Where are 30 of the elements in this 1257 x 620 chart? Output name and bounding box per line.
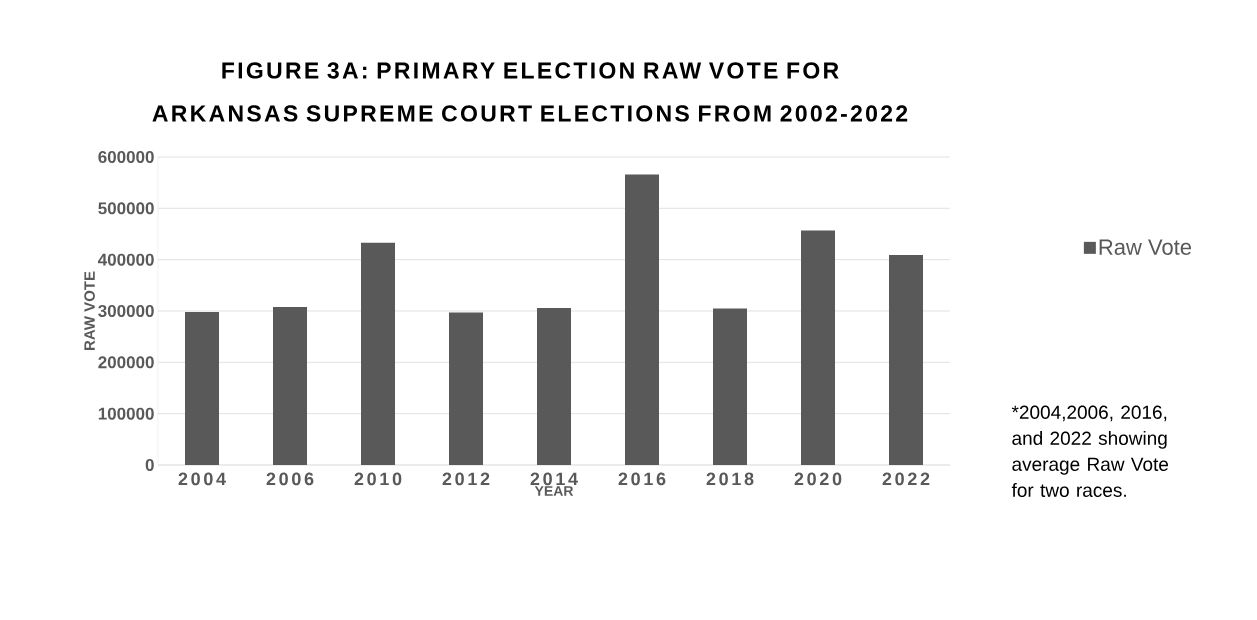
y-tick-label: 0 [145,458,154,472]
bar [801,230,835,465]
x-tick-label: 2016 [618,472,666,486]
y-tick-label: 300000 [98,304,154,318]
x-tick-label: 2010 [354,472,402,486]
bar [537,307,571,465]
x-tick-label: 2004 [178,472,226,486]
text: *2004,2006, 2016, and 2022 showing average Raw Vote for two races. [1011,405,1169,497]
bar [273,306,308,465]
bar [889,255,923,465]
bar [185,312,220,465]
x-tick-label: 2020 [794,472,842,486]
x-tick-label: 2022 [882,472,930,486]
legend-label: Raw Vote [1099,239,1192,255]
y-axis-title: RAW VOTE [84,271,95,350]
bar [361,242,396,465]
y-tick-label: 600000 [98,150,154,164]
bar [625,174,659,465]
x-axis-title: YEAR [534,486,574,496]
x-tick-label: 2014 [530,472,578,486]
y-tick-label: 400000 [98,253,154,266]
x-tick-label: 2018 [706,472,754,486]
y-tick-label: 200000 [98,356,154,369]
chart-title: FIGURE 3A: PRIMARY ELECTION RAW VOTE FOR ARKANSAS SUPREME COURT ELECTIONS FROM 2002-2022 [152,62,908,122]
y-tick-label: 500000 [98,202,154,215]
bar [713,308,747,465]
x-tick-label: 2006 [266,472,314,486]
bar [449,312,484,465]
y-tick-label: 100000 [98,407,154,420]
x-tick-label: 2012 [442,472,490,486]
